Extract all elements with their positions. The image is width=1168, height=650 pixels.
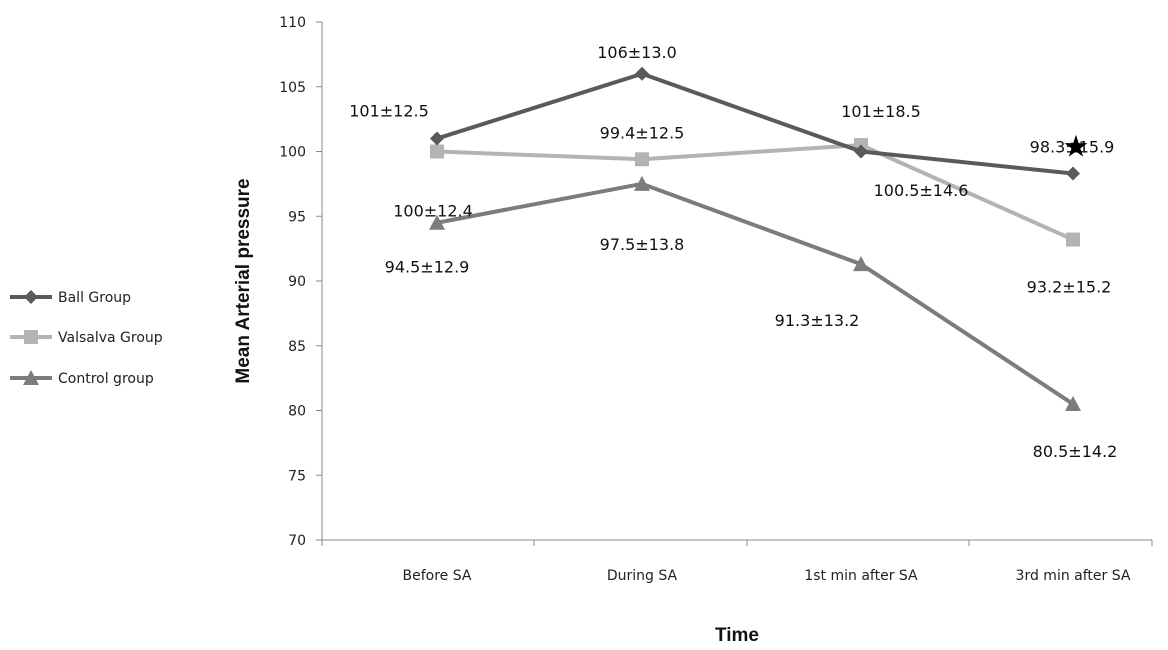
annotations: ★ — [1063, 130, 1090, 165]
y-tick-label: 85 — [288, 339, 306, 355]
y-tick-label: 95 — [288, 209, 306, 225]
data-point-control-group — [429, 214, 445, 230]
data-label-ball-group: 106±13.0 — [597, 43, 677, 62]
series-line-control-group — [436, 181, 1075, 406]
legend-marker — [24, 290, 38, 304]
data-label-valsalva-group: 100.5±14.6 — [874, 181, 969, 200]
x-tick-label: During SA — [607, 568, 678, 584]
data-point-valsalva-group — [1066, 232, 1080, 247]
legend-item-ball-group: Ball Group — [10, 290, 131, 306]
data-point-control-group — [853, 256, 869, 272]
data-point-ball-group — [854, 144, 868, 159]
y-tick-label: 75 — [288, 468, 306, 484]
y-ticks: 70 75 80 85 90 95 100 105 110 — [279, 15, 322, 549]
data-label-ball-group: 98.3±15.9 — [1030, 138, 1115, 157]
data-label-control-group: 94.5±12.9 — [385, 258, 470, 277]
data-point-control-group — [1065, 396, 1081, 412]
legend-item-control-group: Control group — [10, 370, 154, 387]
legend-label: Ball Group — [58, 290, 131, 306]
y-tick-label: 105 — [279, 80, 306, 96]
y-tick-label: 100 — [279, 145, 306, 161]
legend-label: Valsalva Group — [58, 330, 163, 346]
y-tick-label: 80 — [288, 404, 306, 420]
data-label-control-group: 97.5±13.8 — [600, 235, 685, 254]
series-layer — [429, 66, 1081, 412]
legend-label: Control group — [58, 371, 154, 387]
data-point-valsalva-group — [430, 144, 444, 159]
x-tick-label: 3rd min after SA — [1016, 568, 1131, 584]
series-line-ball-group — [436, 71, 1074, 176]
y-tick-label: 90 — [288, 274, 306, 290]
x-tick-label: 1st min after SA — [804, 568, 918, 584]
data-label-extra: 101±18.5 — [841, 102, 921, 121]
data-label-valsalva-group: 99.4±12.5 — [600, 123, 685, 142]
data-labels: 101±12.5 106±13.0 98.3±15.9 100±12.4 99.4±12… — [349, 43, 1117, 461]
x-tick-label: Before SA — [403, 568, 472, 584]
data-point-valsalva-group — [635, 152, 649, 167]
data-label-control-group: 80.5±14.2 — [1033, 442, 1118, 461]
x-axis-title: Time — [715, 625, 759, 646]
legend-item-valsalva-group: Valsalva Group — [10, 330, 163, 346]
significance-star-icon: ★ — [1063, 130, 1090, 165]
data-label-control-group: 91.3±13.2 — [775, 311, 860, 330]
data-label-valsalva-group: 93.2±15.2 — [1027, 278, 1112, 297]
legend: Ball Group Valsalva Group Control group — [10, 290, 163, 387]
x-ticks: Before SA During SA 1st min after SA 3rd mi… — [321, 540, 1153, 584]
y-axis-title: Mean Arterial pressure — [233, 178, 254, 383]
data-point-ball-group — [1066, 166, 1080, 181]
data-point-ball-group — [635, 66, 649, 81]
y-tick-label: 110 — [279, 15, 306, 31]
data-point-control-group — [634, 175, 650, 191]
y-tick-label: 70 — [288, 533, 306, 549]
data-label-ball-group: 101±12.5 — [349, 102, 429, 121]
legend-marker — [23, 370, 39, 385]
data-label-valsalva-group: 100±12.4 — [393, 202, 473, 221]
data-point-ball-group — [430, 131, 444, 146]
series-line-valsalva-group — [436, 143, 1074, 242]
legend-marker — [24, 330, 38, 344]
